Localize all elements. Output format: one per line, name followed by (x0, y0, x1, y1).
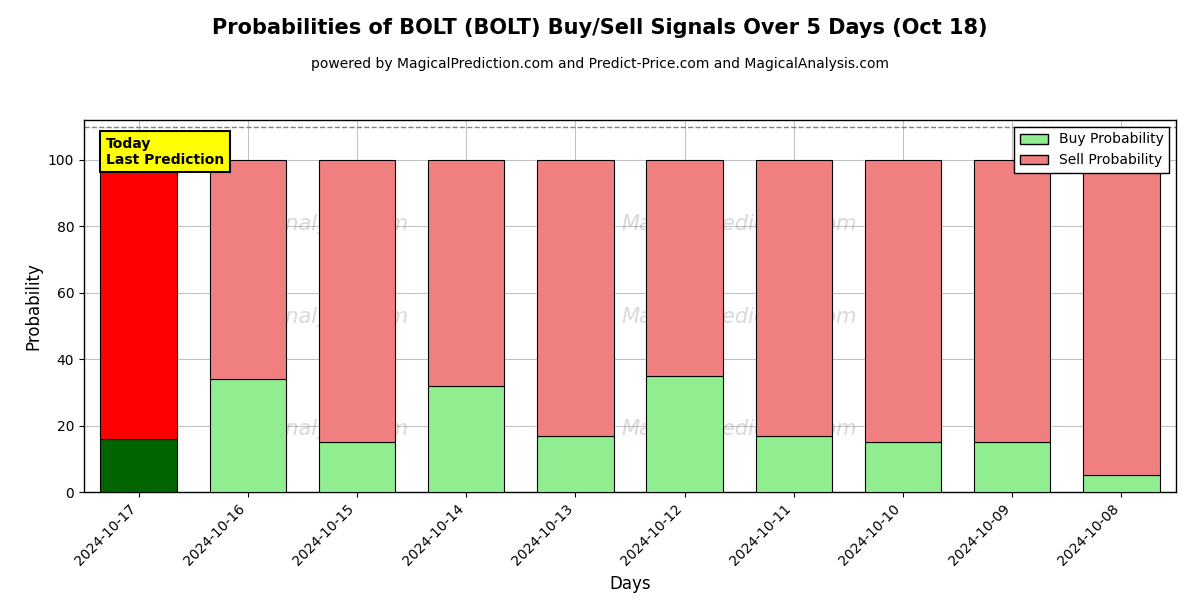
Y-axis label: Probability: Probability (24, 262, 42, 350)
Bar (647, 160, 722, 376)
Text: Probabilities of BOLT (BOLT) Buy/Sell Signals Over 5 Days (Oct 18): Probabilities of BOLT (BOLT) Buy/Sell Si… (212, 18, 988, 38)
Bar (538, 160, 613, 436)
Bar (210, 379, 286, 492)
Text: calAnalysis.com: calAnalysis.com (241, 214, 408, 234)
Bar (865, 442, 941, 492)
Text: powered by MagicalPrediction.com and Predict-Price.com and MagicalAnalysis.com: powered by MagicalPrediction.com and Pre… (311, 57, 889, 71)
Bar (319, 442, 395, 492)
Bar (538, 436, 613, 492)
Bar (101, 160, 176, 439)
Text: MagicalPrediction.com: MagicalPrediction.com (622, 307, 857, 327)
Bar (210, 160, 286, 379)
Text: calAnalysis.com: calAnalysis.com (241, 419, 408, 439)
Bar (756, 160, 832, 436)
Bar (101, 439, 176, 492)
Bar (1084, 160, 1159, 475)
X-axis label: Days: Days (610, 575, 650, 593)
Text: MagicalPrediction.com: MagicalPrediction.com (622, 419, 857, 439)
Text: Today
Last Prediction: Today Last Prediction (106, 137, 224, 167)
Text: calAnalysis.com: calAnalysis.com (241, 307, 408, 327)
Bar (974, 442, 1050, 492)
Bar (974, 160, 1050, 442)
Text: MagicalPrediction.com: MagicalPrediction.com (622, 214, 857, 234)
Bar (319, 160, 395, 442)
Bar (428, 160, 504, 386)
Legend: Buy Probability, Sell Probability: Buy Probability, Sell Probability (1014, 127, 1169, 173)
Bar (756, 436, 832, 492)
Bar (1084, 475, 1159, 492)
Bar (865, 160, 941, 442)
Bar (647, 376, 722, 492)
Bar (428, 386, 504, 492)
